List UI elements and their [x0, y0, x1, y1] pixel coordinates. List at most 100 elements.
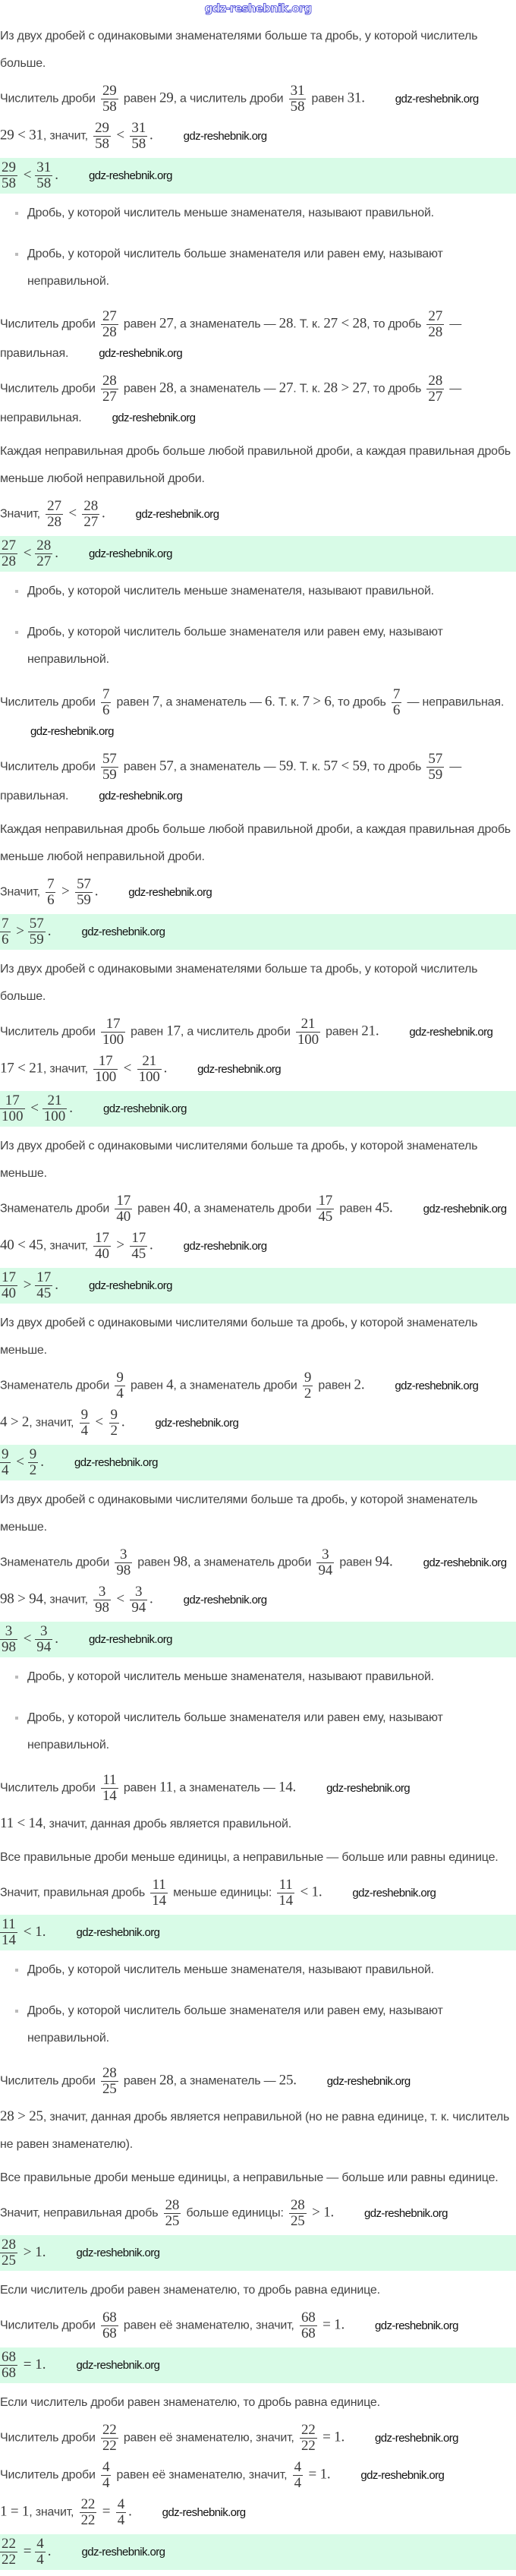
numerator: 57	[29, 916, 44, 932]
math-expression: >	[112, 1237, 128, 1253]
numerator: 3	[39, 1623, 48, 1640]
text: равен	[120, 92, 159, 106]
fraction: 21 100	[295, 1017, 320, 1048]
denominator: 40	[115, 1209, 133, 1225]
numerator: 3	[120, 1547, 127, 1562]
text: , а знаменатель дроби	[173, 1379, 300, 1392]
watermark: gdz-reshebnik.org	[155, 1416, 239, 1430]
text: , значит,	[29, 1416, 77, 1430]
text: равен её знаменателю, значит,	[113, 2468, 291, 2482]
text: , значит, данная дробь является правильн…	[42, 1818, 291, 1830]
answer-box: 17 100 < 21 100. gdz-reshebnik.org	[0, 1091, 516, 1127]
fraction: 17 100	[101, 1017, 125, 1048]
numerator: 9	[29, 1446, 37, 1463]
numerator: 4	[102, 2459, 110, 2475]
watermark: gdz-reshebnik.org	[183, 1593, 267, 1606]
fraction: 27 28	[101, 309, 118, 340]
paragraph: Числитель дроби 28 27 равен 28, а знамена…	[0, 374, 516, 432]
text: Числитель дроби	[0, 2319, 99, 2332]
denominator: 4	[0, 1462, 11, 1479]
text: равен	[120, 382, 159, 396]
text: , то дробь	[367, 317, 425, 331]
numerator: 3	[5, 1623, 13, 1640]
paragraph: Знаменатель дроби 17 40 равен 40, а знаме…	[0, 1193, 516, 1225]
math-expression: 28	[159, 2072, 174, 2089]
watermark: gdz-reshebnik.org	[135, 507, 219, 521]
numerator: 22	[2, 2536, 16, 2552]
text: равен	[134, 1556, 174, 1569]
denominator: 59	[101, 767, 118, 783]
paragraph: Все правильные дроби меньше единицы, а н…	[0, 2165, 516, 2192]
math-expression: 21.	[361, 1023, 379, 1039]
paragraph: 40 < 45, значит, 17 40 > 17 45. gdz-reshebn…	[0, 1231, 516, 1262]
text: , то дробь	[367, 760, 425, 774]
text: Значит,	[0, 507, 44, 521]
numerator: 29	[95, 120, 109, 136]
text: , а числитель дроби	[180, 1025, 294, 1039]
numerator: 29	[102, 83, 117, 99]
math-expression: <	[64, 505, 80, 522]
math-expression: 11 < 14	[0, 1815, 43, 1831]
math-expression: 27 < 28	[323, 315, 367, 332]
watermark: gdz-reshebnik.org	[76, 2246, 160, 2259]
watermark: gdz-reshebnik.org	[88, 1632, 172, 1646]
fraction: 57 59	[75, 877, 93, 908]
denominator: 98	[0, 1639, 17, 1656]
text: Числитель дроби	[0, 2074, 99, 2088]
text: , то дробь	[331, 695, 389, 709]
paragraph: Каждая неправильная дробь больше любой п…	[0, 438, 516, 493]
math-expression: .	[102, 505, 105, 522]
text: Из двух дробей с одинаковыми числителями…	[0, 1316, 478, 1357]
text: Числитель дроби	[0, 317, 99, 331]
math-expression: 28	[159, 380, 174, 396]
denominator: 28	[46, 514, 63, 530]
denominator: 45	[130, 1246, 148, 1262]
text: Числитель дроби	[0, 2468, 99, 2482]
fraction: 22 22	[79, 2497, 97, 2528]
math-expression: 6	[265, 693, 272, 710]
math-expression: <	[112, 127, 128, 143]
denominator: 58	[93, 136, 111, 152]
text: — правильная.	[0, 760, 462, 802]
text: , а знаменатель —	[159, 695, 266, 709]
paragraph: Числитель дроби 68 68 равен её знаменател…	[0, 2310, 516, 2341]
denominator: 25	[101, 2081, 118, 2097]
solution-content: Из двух дробей с одинаковыми знаменателя…	[0, 18, 516, 2570]
numerator: 28	[36, 538, 52, 554]
math-expression: 7 > 6	[302, 693, 332, 710]
text: — правильная.	[0, 317, 462, 360]
text: равен	[308, 92, 348, 106]
numerator: 28	[165, 2197, 180, 2213]
numerator: 31	[131, 120, 146, 136]
numerator: 9	[304, 1370, 312, 1386]
fraction: 28 25	[0, 2237, 17, 2269]
denominator: 98	[93, 1600, 111, 1616]
math-expression: <	[27, 1100, 42, 1116]
text: Числитель дроби	[0, 382, 99, 396]
paragraph: 29 < 31, значит, 29 58 < 31 58. gdz-reshebn…	[0, 121, 516, 152]
watermark: gdz-reshebnik.org	[352, 1886, 436, 1900]
numerator: 57	[102, 751, 117, 767]
text: , значит,	[29, 2505, 77, 2519]
fraction: 11 14	[101, 1773, 118, 1804]
numerator: 17	[131, 1230, 146, 1246]
math-expression: 29	[159, 90, 174, 106]
numerator: 28	[2, 2237, 16, 2253]
site-logo[interactable]: gdz-reshebnik.org	[204, 2, 312, 16]
math-expression: .	[69, 1100, 73, 1116]
numerator: 28	[428, 373, 443, 389]
watermark: gdz-reshebnik.org	[76, 1925, 160, 1939]
fraction: 3 98	[0, 1624, 17, 1655]
paragraph: 11 < 14, значит, данная дробь является п…	[0, 1810, 516, 1838]
numerator: 11	[278, 1877, 293, 1893]
math-expression: 2.	[354, 1376, 365, 1393]
denominator: 98	[115, 1562, 133, 1578]
numerator: 7	[392, 686, 401, 702]
watermark: gdz-reshebnik.org	[183, 1239, 267, 1253]
